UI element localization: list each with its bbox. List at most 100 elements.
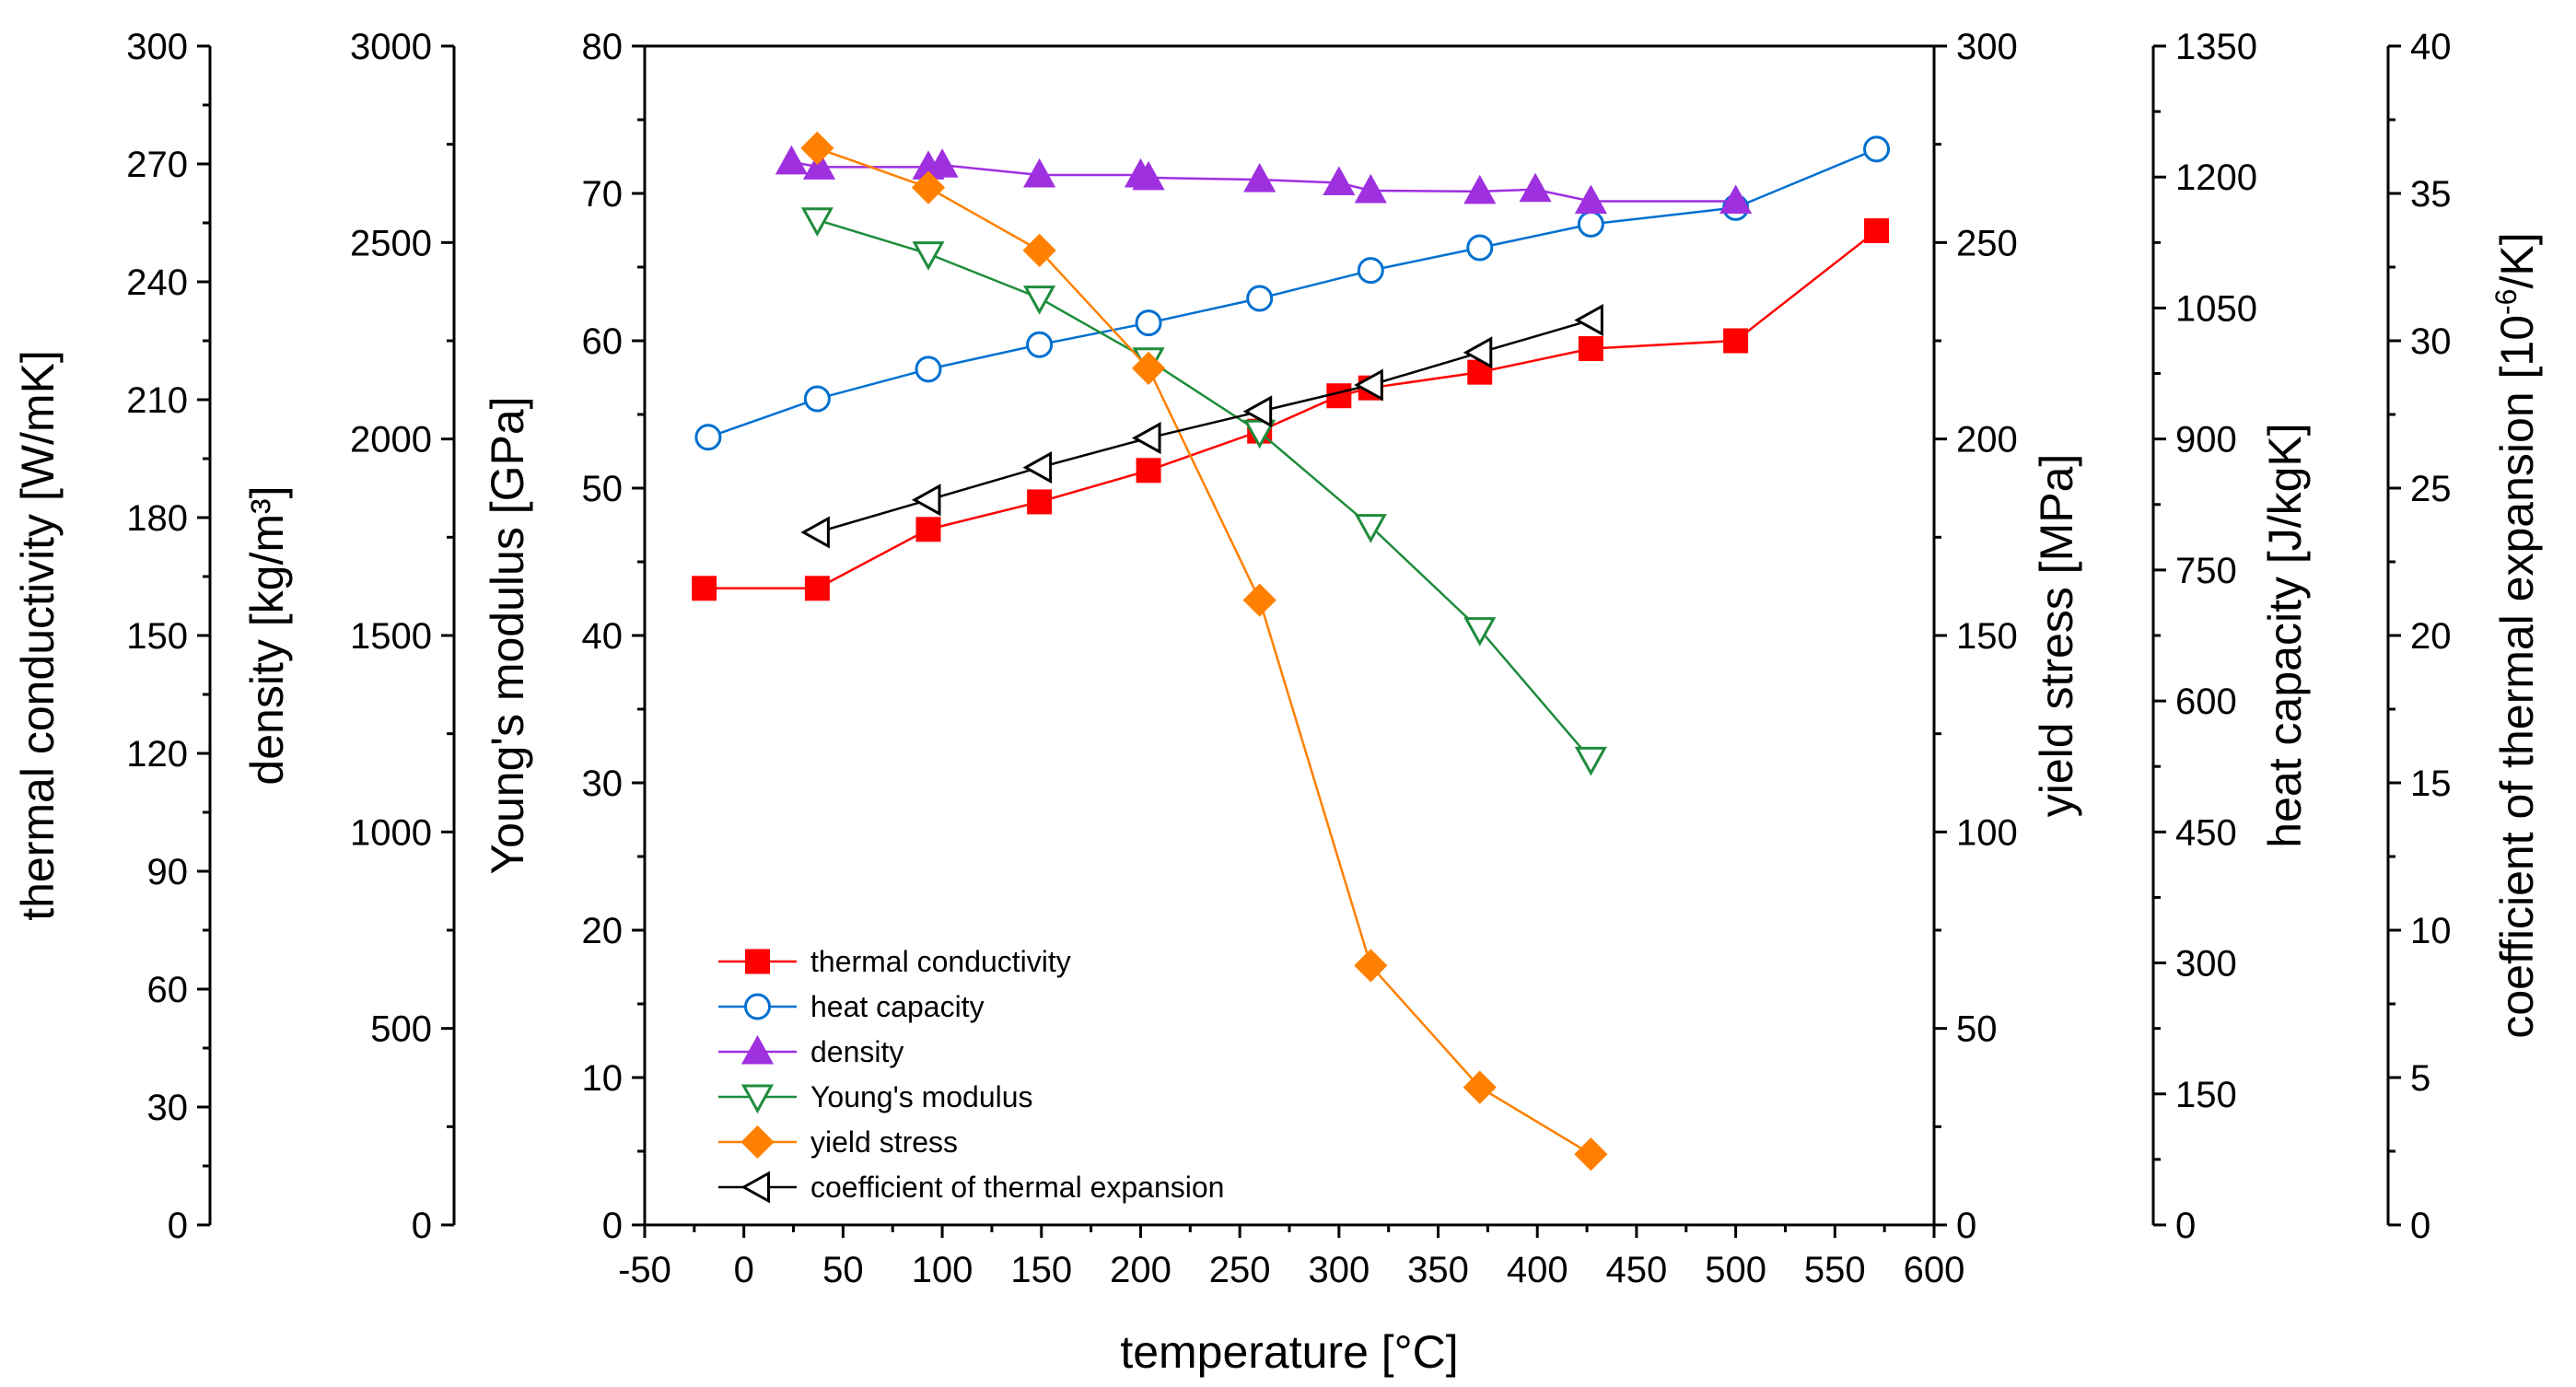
data-point bbox=[1463, 1070, 1497, 1104]
y-tick-label-thermal_conductivity: 120 bbox=[126, 734, 188, 775]
y-tick-label-heat_capacity: 1050 bbox=[2175, 288, 2257, 329]
cte-title-main: coefficient of thermal expansion [10 bbox=[2491, 315, 2543, 1039]
y-tick-label-thermal_conductivity: 60 bbox=[147, 970, 189, 1010]
data-point bbox=[912, 241, 945, 271]
data-point bbox=[1578, 336, 1603, 362]
data-point bbox=[1027, 489, 1053, 515]
data-point bbox=[1026, 331, 1054, 358]
y-tick-label-heat_capacity: 0 bbox=[2175, 1206, 2196, 1246]
data-point bbox=[1519, 172, 1552, 203]
x-tick-label: 0 bbox=[734, 1250, 754, 1290]
y-tick-label-cte: 0 bbox=[2410, 1206, 2430, 1246]
data-point bbox=[1723, 328, 1749, 354]
y-tick-label-thermal_conductivity: 240 bbox=[126, 262, 188, 303]
x-tick-label: 600 bbox=[1904, 1250, 1965, 1290]
data-point bbox=[800, 131, 834, 166]
legend-label: heat capacity bbox=[810, 990, 985, 1023]
series-line bbox=[816, 146, 1592, 1156]
y-tick-label-heat_capacity: 150 bbox=[2175, 1075, 2237, 1115]
data-point bbox=[1574, 184, 1607, 215]
data-point bbox=[1357, 257, 1384, 285]
y-tick-label-density: 1000 bbox=[350, 812, 432, 853]
y-tick-label-thermal_conductivity: 30 bbox=[147, 1088, 189, 1128]
legend-label: density bbox=[810, 1035, 903, 1068]
y-tick-label-cte: 15 bbox=[2410, 763, 2452, 804]
x-tick-label: 100 bbox=[912, 1250, 973, 1290]
data-point bbox=[692, 576, 717, 601]
x-tick-label: 450 bbox=[1606, 1250, 1668, 1290]
y-tick-label-youngs_modulus: 60 bbox=[582, 321, 624, 362]
y-tick-label-cte: 25 bbox=[2410, 469, 2452, 509]
data-point bbox=[1354, 368, 1383, 402]
y-tick-label-thermal_conductivity: 0 bbox=[168, 1206, 188, 1246]
data-point bbox=[1246, 285, 1274, 312]
axes: -50 0 50 100 150 200 250 300 350 400 450 500 550 600t… bbox=[12, 27, 2543, 1378]
cte-title-tail: /K] bbox=[2491, 232, 2543, 288]
y-tick-label-heat_capacity: 300 bbox=[2175, 944, 2237, 985]
y-tick-label-yield_stress: 250 bbox=[1956, 223, 2018, 263]
y-tick-label-youngs_modulus: 20 bbox=[582, 911, 624, 951]
series-line bbox=[704, 229, 1878, 590]
data-point bbox=[1131, 351, 1166, 385]
y-tick-label-heat_capacity: 600 bbox=[2175, 682, 2237, 722]
data-point bbox=[1463, 617, 1497, 647]
legend-item: coefficient of thermal expansion bbox=[718, 1171, 1224, 1204]
y-tick-label-yield_stress: 150 bbox=[1956, 616, 2018, 657]
y-tick-label-youngs_modulus: 40 bbox=[582, 616, 624, 657]
legend-label: thermal conductivity bbox=[810, 945, 1071, 978]
data-point bbox=[1719, 184, 1753, 215]
data-point bbox=[1023, 286, 1056, 315]
data-point bbox=[1132, 160, 1165, 191]
data-point bbox=[1577, 210, 1604, 238]
y-tick-label-thermal_conductivity: 150 bbox=[126, 616, 188, 657]
legend-item: Young's modulus bbox=[718, 1080, 1033, 1114]
data-point bbox=[1354, 949, 1388, 983]
y-tick-label-yield_stress: 0 bbox=[1956, 1206, 1976, 1246]
series-line bbox=[817, 218, 1592, 761]
x-tick-label: 500 bbox=[1705, 1250, 1766, 1290]
y-tick-label-yield_stress: 100 bbox=[1956, 812, 2018, 853]
y-tick-label-cte: 20 bbox=[2410, 616, 2452, 657]
series-heat_capacity bbox=[694, 135, 1891, 451]
data-point bbox=[1136, 458, 1161, 484]
cte-title-exponent: -6 bbox=[2489, 289, 2523, 315]
y-tick-label-youngs_modulus: 70 bbox=[582, 174, 624, 215]
y-tick-label-heat_capacity: 450 bbox=[2175, 812, 2237, 853]
x-tick-label: 150 bbox=[1010, 1250, 1072, 1290]
y-tick-label-youngs_modulus: 30 bbox=[582, 763, 624, 804]
data-point bbox=[1023, 157, 1056, 188]
data-point bbox=[1326, 383, 1352, 409]
y-tick-label-heat_capacity: 900 bbox=[2175, 420, 2237, 460]
y-tick-label-thermal_conductivity: 270 bbox=[126, 145, 188, 185]
data-point bbox=[1463, 174, 1497, 204]
y-tick-label-heat_capacity: 1200 bbox=[2175, 157, 2257, 198]
legend-label: Young's modulus bbox=[810, 1080, 1033, 1113]
y-tick-label-cte: 40 bbox=[2410, 27, 2452, 67]
data-point bbox=[1466, 234, 1494, 262]
data-point bbox=[1243, 162, 1276, 192]
series-yield_stress bbox=[800, 131, 1608, 1171]
legend-item: heat capacity bbox=[718, 990, 985, 1023]
y-tick-label-density: 1500 bbox=[350, 616, 432, 657]
data-point bbox=[1463, 336, 1493, 369]
legend-marker bbox=[744, 993, 771, 1020]
data-point bbox=[911, 170, 946, 204]
y-tick-label-cte: 35 bbox=[2410, 174, 2452, 215]
series-youngs_modulus bbox=[800, 207, 1607, 776]
legend-marker bbox=[740, 1084, 775, 1114]
legend-label: coefficient of thermal expansion bbox=[810, 1171, 1224, 1204]
legend: thermal conductivity heat capacity density… bbox=[718, 945, 1224, 1204]
y-axis-title-thermal_conductivity: thermal conductivity [W/mK] bbox=[12, 350, 64, 921]
data-point bbox=[1574, 304, 1603, 337]
data-point bbox=[803, 385, 831, 413]
y-tick-label-youngs_modulus: 80 bbox=[582, 27, 624, 67]
x-tick-label: 50 bbox=[822, 1250, 864, 1290]
y-tick-label-density: 2500 bbox=[350, 223, 432, 263]
y-axis-title-cte: coefficient of thermal expansion [10-6/K… bbox=[2489, 232, 2543, 1038]
x-tick-label: 350 bbox=[1407, 1250, 1469, 1290]
data-point bbox=[1354, 514, 1387, 543]
data-point bbox=[911, 484, 941, 517]
data-point bbox=[1863, 135, 1891, 163]
data-point bbox=[800, 207, 833, 237]
